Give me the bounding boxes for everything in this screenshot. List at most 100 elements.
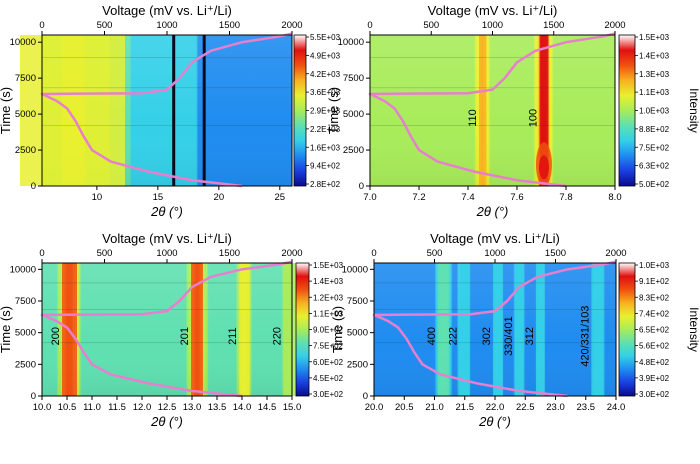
x-tick-label: 21.5 [456, 402, 475, 413]
colorbar-tick-label: 1.1E+03 [313, 309, 344, 318]
colorbar-tick-label: 7.5E+02 [313, 342, 344, 351]
colorbar-tick-label: 3.9E+02 [639, 374, 670, 383]
colorbar-tick-label: 7.5E+02 [639, 143, 670, 152]
colorbar-tick-label: 5.0E+02 [639, 180, 670, 189]
peak-label: 100 [528, 109, 540, 127]
colorbar-tick-label: 1.5E+03 [639, 33, 670, 42]
colorbar-tick-label: 4.2E+03 [310, 70, 341, 79]
peak-label: 222 [448, 327, 460, 345]
x-tick-label: 25 [275, 192, 286, 203]
voltage-curve [40, 32, 293, 188]
y-tick-label: 10000 [10, 264, 36, 275]
colorbar-tick-label: 9.1E+02 [639, 277, 670, 286]
y-tick-label: 0 [363, 391, 368, 402]
peak-label: 420/331/103 [579, 306, 591, 367]
top-tick-label: 0 [371, 248, 376, 259]
voltage-curve [40, 260, 293, 398]
x-tick-label: 11.0 [83, 402, 101, 413]
y-tick-label: 10000 [10, 37, 36, 48]
colorbar-tick-label: 1.5E+03 [313, 261, 344, 270]
top-tick-label: 1500 [219, 20, 240, 31]
peak-streak [514, 263, 524, 396]
top-tick-label: 1000 [482, 20, 503, 31]
x-tick-label: 21.0 [425, 402, 444, 413]
top-tick-label: 1000 [484, 248, 505, 259]
peak-streak [191, 263, 203, 396]
x-tick-label: 10.5 [58, 402, 77, 413]
y-axis-label: Time (s) [326, 87, 341, 134]
x-tick-label: 13.0 [183, 402, 202, 413]
top-tick-label: 1500 [543, 20, 564, 31]
y-axis-label: Time (s) [330, 306, 345, 353]
colorbar-tick-label: 4.5E+02 [313, 374, 344, 383]
x-tick-label: 7.8 [559, 192, 572, 203]
y-tick-label: 2500 [15, 359, 36, 370]
colorbar-tick-label: 2.2E+03 [310, 125, 341, 134]
colorbar-label: Intensity [687, 88, 700, 133]
y-tick-label: 7500 [347, 296, 368, 307]
colorbar-tick-label: 3.0E+02 [313, 390, 344, 399]
top-tick-label: 2000 [604, 20, 625, 31]
top-tick-label: 500 [427, 248, 443, 259]
colorbar-tick-label: 1.1E+03 [639, 88, 670, 97]
peak-streak [591, 263, 605, 396]
heatmap-shade [370, 35, 615, 186]
x-tick-label: 23.5 [577, 402, 596, 413]
peak-streak [437, 263, 450, 396]
y-tick-label: 5000 [15, 109, 36, 120]
panel-1: 10 15 20 25 2θ (°) 0 500 1000 1500 2000 Voltage (m… [0, 3, 341, 219]
colorbar-tick-label: 6.0E+02 [313, 358, 344, 367]
colorbar-tick-label: 1.0E+03 [639, 261, 670, 270]
colorbar-tick-label: 4.9E+03 [310, 51, 341, 60]
x-axis-label: 2θ (°) [150, 204, 183, 219]
peak-label: 211 [227, 327, 239, 345]
y-tick-label: 2500 [15, 145, 36, 156]
x-tick-label: 10.0 [33, 402, 52, 413]
x-tick-label: 14.0 [233, 402, 252, 413]
y-tick-label: 5000 [347, 328, 368, 339]
top-axis-label: Voltage (mV vs. Li⁺/Li) [430, 231, 560, 246]
x-tick-label: 7.6 [510, 192, 523, 203]
top-tick-label: 0 [367, 20, 372, 31]
colorbar [618, 34, 636, 187]
top-tick-label: 2000 [605, 248, 626, 259]
y-tick-label: 7500 [15, 73, 36, 84]
y-tick-label: 0 [31, 391, 36, 402]
colorbar-tick-label: 1.3E+03 [639, 70, 670, 79]
peak-streak [479, 35, 487, 186]
y-tick-label: 5000 [343, 109, 364, 120]
x-tick-label: 22.0 [486, 402, 505, 413]
peak-label: 400 [426, 327, 438, 345]
top-tick-label: 1000 [156, 248, 177, 259]
x-tick-label: 20.5 [395, 402, 414, 413]
colorbar-tick-label: 3.0E+02 [639, 390, 670, 399]
top-tick-label: 1500 [545, 248, 566, 259]
panel-3: 200 201 211 220 10.0 10.5 11.0 11.5 12.0 12.5 13.0… [0, 231, 344, 429]
top-tick-label: 500 [97, 248, 113, 259]
x-axis-label: 2θ (°) [476, 204, 509, 219]
colorbar-tick-label: 9.4E+02 [310, 162, 341, 171]
peak-label: 200 [50, 327, 62, 345]
peak-label: 110 [467, 109, 479, 127]
panel-4: 400 222 302 330/401 312 420/331/103 20.0 20.5 21… [330, 231, 700, 429]
top-axis-label: Voltage (mV vs. Li⁺/Li) [102, 3, 232, 18]
x-tick-label: 14.5 [258, 402, 277, 413]
peak-label: 201 [179, 327, 191, 345]
colorbar-tick-label: 1.2E+03 [313, 293, 344, 302]
y-tick-label: 10000 [338, 37, 364, 48]
x-tick-label: 7.0 [363, 192, 376, 203]
peak-streak [459, 263, 470, 396]
x-tick-label: 12.5 [158, 402, 177, 413]
x-tick-label: 20.0 [365, 402, 384, 413]
colorbar-tick-label: 6.5E+02 [639, 326, 670, 335]
peak-streak [536, 263, 545, 396]
x-tick-label: 8.0 [608, 192, 621, 203]
heatmap-shade [42, 263, 292, 396]
peak-hotspot-core [538, 155, 549, 180]
peak-label: 312 [524, 327, 536, 345]
y-tick-label: 7500 [343, 73, 364, 84]
top-tick-label: 2000 [281, 20, 302, 31]
top-tick-label: 1500 [219, 248, 240, 259]
top-axis-label: Voltage (mV vs. Li⁺/Li) [102, 231, 232, 246]
